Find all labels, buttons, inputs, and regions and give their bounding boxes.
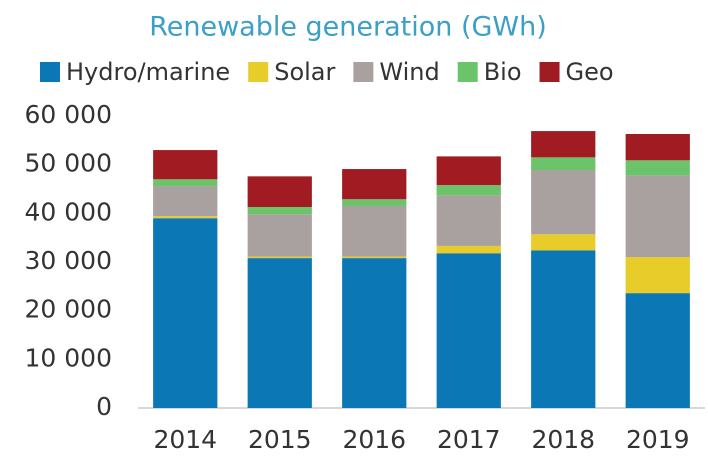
y-tick-label: 50 000: [25, 149, 112, 178]
y-tick-label: 0: [96, 392, 112, 421]
legend-label: Hydro/marine: [66, 58, 230, 86]
bar-segment: [625, 175, 690, 258]
bar-segment: [247, 207, 312, 215]
bar-segment: [342, 169, 407, 200]
x-tick-label: 2019: [626, 425, 690, 454]
bar-segment: [153, 216, 218, 219]
bar-segment: [436, 253, 501, 408]
y-tick-label: 10 000: [25, 343, 112, 372]
x-tick-label: 2014: [153, 425, 217, 454]
bar-segment: [531, 131, 596, 158]
y-tick-label: 20 000: [25, 295, 112, 324]
legend-swatch: [353, 62, 374, 82]
legend-swatch: [539, 62, 560, 82]
bar-segment: [247, 256, 312, 259]
bar-segment: [153, 150, 218, 180]
legend-label: Solar: [274, 58, 335, 86]
legend-label: Wind: [379, 58, 439, 86]
legend-swatch: [248, 62, 269, 82]
x-tick-label: 2015: [248, 425, 312, 454]
bar-segment: [247, 258, 312, 408]
bar-segment: [625, 160, 690, 176]
bar-segment: [247, 214, 312, 257]
bar-segment: [625, 293, 690, 408]
bar-segment: [531, 170, 596, 235]
y-tick-label: 60 000: [25, 100, 112, 129]
bar-segment: [436, 195, 501, 246]
bar-segment: [625, 257, 690, 294]
bar-segment: [247, 176, 312, 208]
bar-segment: [342, 258, 407, 408]
bar-segment: [342, 206, 407, 257]
bar-segment: [153, 186, 218, 217]
bar-segment: [153, 218, 218, 408]
bar-segment: [531, 250, 596, 408]
bar-segment: [436, 156, 501, 186]
bar-segment: [436, 185, 501, 196]
bar-segment: [531, 157, 596, 171]
legend-swatch: [457, 62, 478, 82]
x-tick-label: 2016: [342, 425, 406, 454]
bar-segment: [153, 179, 218, 187]
legend-swatch: [40, 62, 60, 82]
legend-label: Geo: [566, 58, 614, 86]
y-tick-label: 40 000: [25, 197, 112, 226]
bar-segment: [531, 234, 596, 251]
legend-label: Bio: [484, 58, 522, 86]
bar-segment: [342, 256, 407, 259]
x-tick-label: 2017: [437, 425, 501, 454]
y-tick-label: 30 000: [25, 246, 112, 275]
bar-segment: [625, 134, 690, 161]
bar-segment: [342, 199, 407, 207]
chart-title: Renewable generation (GWh): [149, 12, 547, 43]
bar-segment: [436, 245, 501, 254]
x-tick-label: 2018: [531, 425, 595, 454]
